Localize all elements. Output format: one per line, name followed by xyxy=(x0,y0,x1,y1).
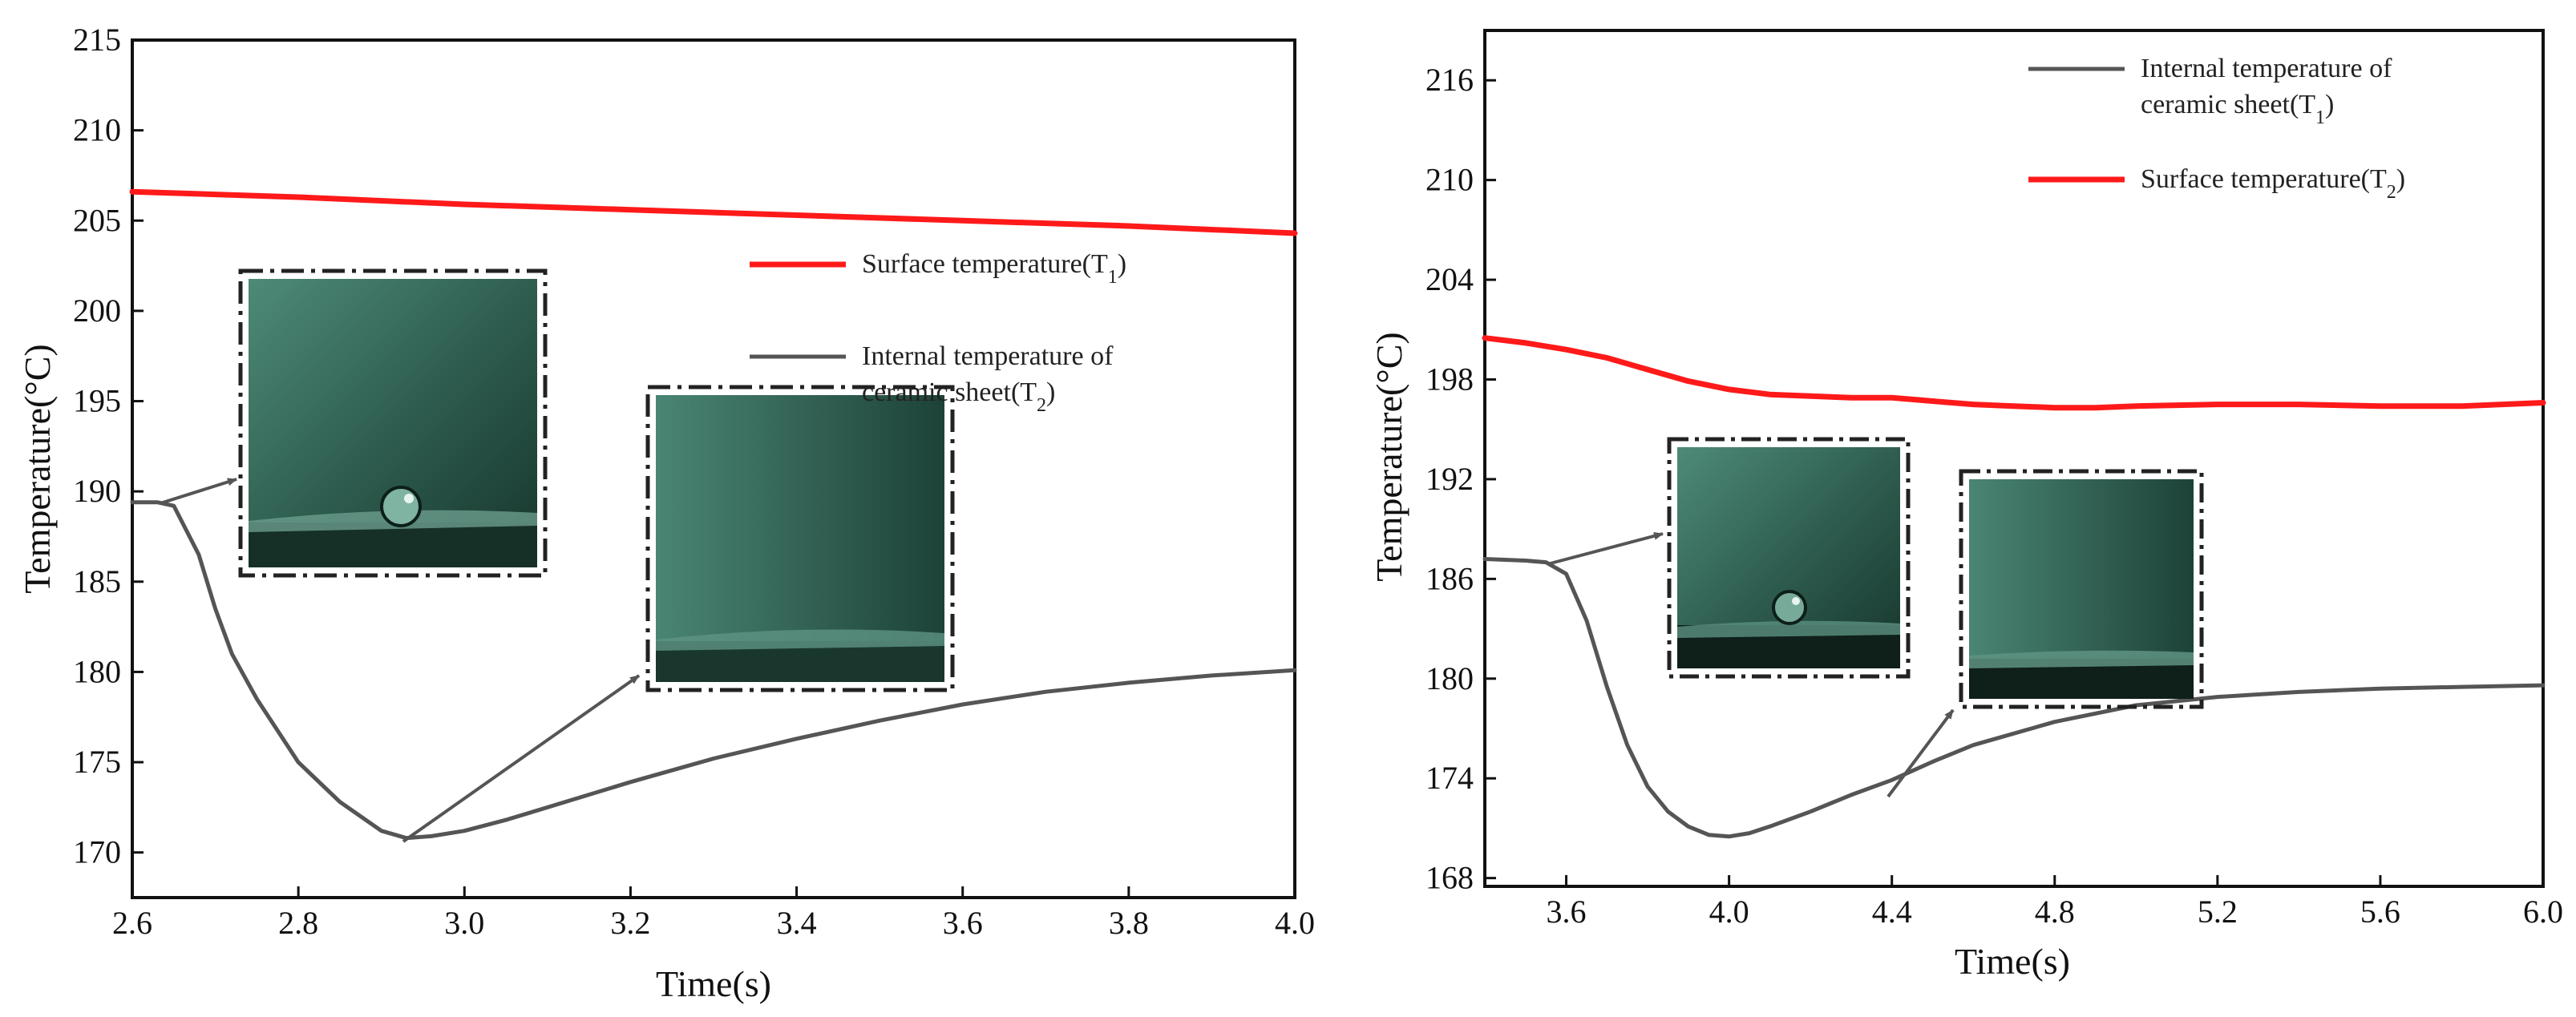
left-y-tick-label: 185 xyxy=(73,563,121,599)
right-series-group xyxy=(1482,335,2546,839)
right-y-tick-label: 210 xyxy=(1425,162,1474,198)
right-legend-label-1: Surface temperature(T2) xyxy=(2141,164,2405,203)
right-legend-label-0: Internal temperature of ceramic sheet(T1) xyxy=(2141,54,2392,128)
right-x-tick-label: 4.4 xyxy=(1872,894,1912,930)
right-x-tick-label: 5.2 xyxy=(2198,894,2238,930)
left-x-axis-title: Time(s) xyxy=(656,963,771,1004)
left-legend-label-0: Surface temperature(T1) xyxy=(862,249,1126,288)
left-x-tick-label: 3.2 xyxy=(610,905,650,941)
right-arrow-to-inset-1 xyxy=(1547,531,1664,566)
left-inset-droplet-before xyxy=(238,268,548,578)
left-series-line-surface xyxy=(129,188,1298,236)
left-y-tick-label: 175 xyxy=(73,744,121,780)
right-y-tick-label: 180 xyxy=(1425,660,1474,696)
right-x-tick-label: 3.6 xyxy=(1547,894,1587,930)
left-y-tick-label: 200 xyxy=(73,293,121,329)
left-x-tick-label: 3.0 xyxy=(444,905,484,941)
left-legend: Surface temperature(T1) Internal temperat… xyxy=(750,249,1126,416)
right-series-line-surface xyxy=(1482,335,2546,411)
left-legend-label-1: Internal temperature of ceramic sheet(T2) xyxy=(862,341,1114,416)
left-y-tick-label: 210 xyxy=(73,112,121,148)
left-x-tick-label: 2.8 xyxy=(278,905,318,941)
right-inset-droplet-after xyxy=(1959,469,2204,709)
right-y-axis-title: Temperature(°C) xyxy=(1369,332,1409,581)
right-axis-ticks: 3.6 4.0 4.4 4.8 5.2 5.6 6.0 168 174 180 186 192 198 2… xyxy=(1425,62,2563,930)
left-y-tick-label: 195 xyxy=(73,383,121,419)
right-chart: 3.6 4.0 4.4 4.8 5.2 5.6 6.0 168 174 180 186 192 198 2… xyxy=(1369,29,2563,982)
right-x-axis-title: Time(s) xyxy=(1955,941,2070,982)
left-y-tick-label: 205 xyxy=(73,202,121,238)
right-y-tick-label: 216 xyxy=(1425,62,1474,98)
left-chart: 2.6 2.8 3.0 3.2 3.4 3.6 3.8 4.0 170 175 180 185 190 1… xyxy=(17,22,1315,1004)
right-x-tick-label: 4.0 xyxy=(1709,894,1749,930)
right-x-tick-label: 4.8 xyxy=(2035,894,2075,930)
left-y-tick-label: 215 xyxy=(73,22,121,58)
right-y-tick-label: 204 xyxy=(1425,261,1474,297)
left-series-group xyxy=(129,188,1298,841)
left-x-tick-label: 3.4 xyxy=(777,905,817,941)
right-inset-droplet-before xyxy=(1667,437,1911,679)
left-x-tick-label: 3.8 xyxy=(1109,905,1149,941)
right-x-tick-label: 5.6 xyxy=(2360,894,2400,930)
left-series-line-internal xyxy=(130,500,1297,841)
left-y-axis-title: Temperature(°C) xyxy=(17,344,58,593)
left-plot-frame xyxy=(131,38,1296,899)
left-axis-ticks: 2.6 2.8 3.0 3.2 3.4 3.6 3.8 4.0 170 175 180 185 190 1… xyxy=(73,22,1315,941)
right-arrow-to-inset-2 xyxy=(1887,708,1955,798)
left-y-tick-label: 170 xyxy=(73,834,121,870)
right-y-tick-label: 198 xyxy=(1425,361,1474,397)
right-plot-frame xyxy=(1483,29,2545,888)
right-legend: Internal temperature of ceramic sheet(T1)… xyxy=(2028,54,2405,203)
right-y-tick-label: 168 xyxy=(1425,860,1474,896)
left-arrow-to-inset-1 xyxy=(160,478,237,505)
right-series-line-internal xyxy=(1482,557,2546,839)
left-arrow-to-inset-2 xyxy=(402,674,641,843)
left-x-tick-label: 4.0 xyxy=(1275,905,1315,941)
left-x-tick-label: 3.6 xyxy=(943,905,983,941)
right-x-tick-label: 6.0 xyxy=(2523,894,2563,930)
right-y-tick-label: 186 xyxy=(1425,560,1474,596)
right-y-tick-label: 192 xyxy=(1425,461,1474,497)
left-y-tick-label: 190 xyxy=(73,473,121,509)
right-y-tick-label: 174 xyxy=(1425,760,1474,796)
left-inset-droplet-after xyxy=(645,385,955,692)
left-x-tick-label: 2.6 xyxy=(112,905,152,941)
left-y-tick-label: 180 xyxy=(73,653,121,689)
